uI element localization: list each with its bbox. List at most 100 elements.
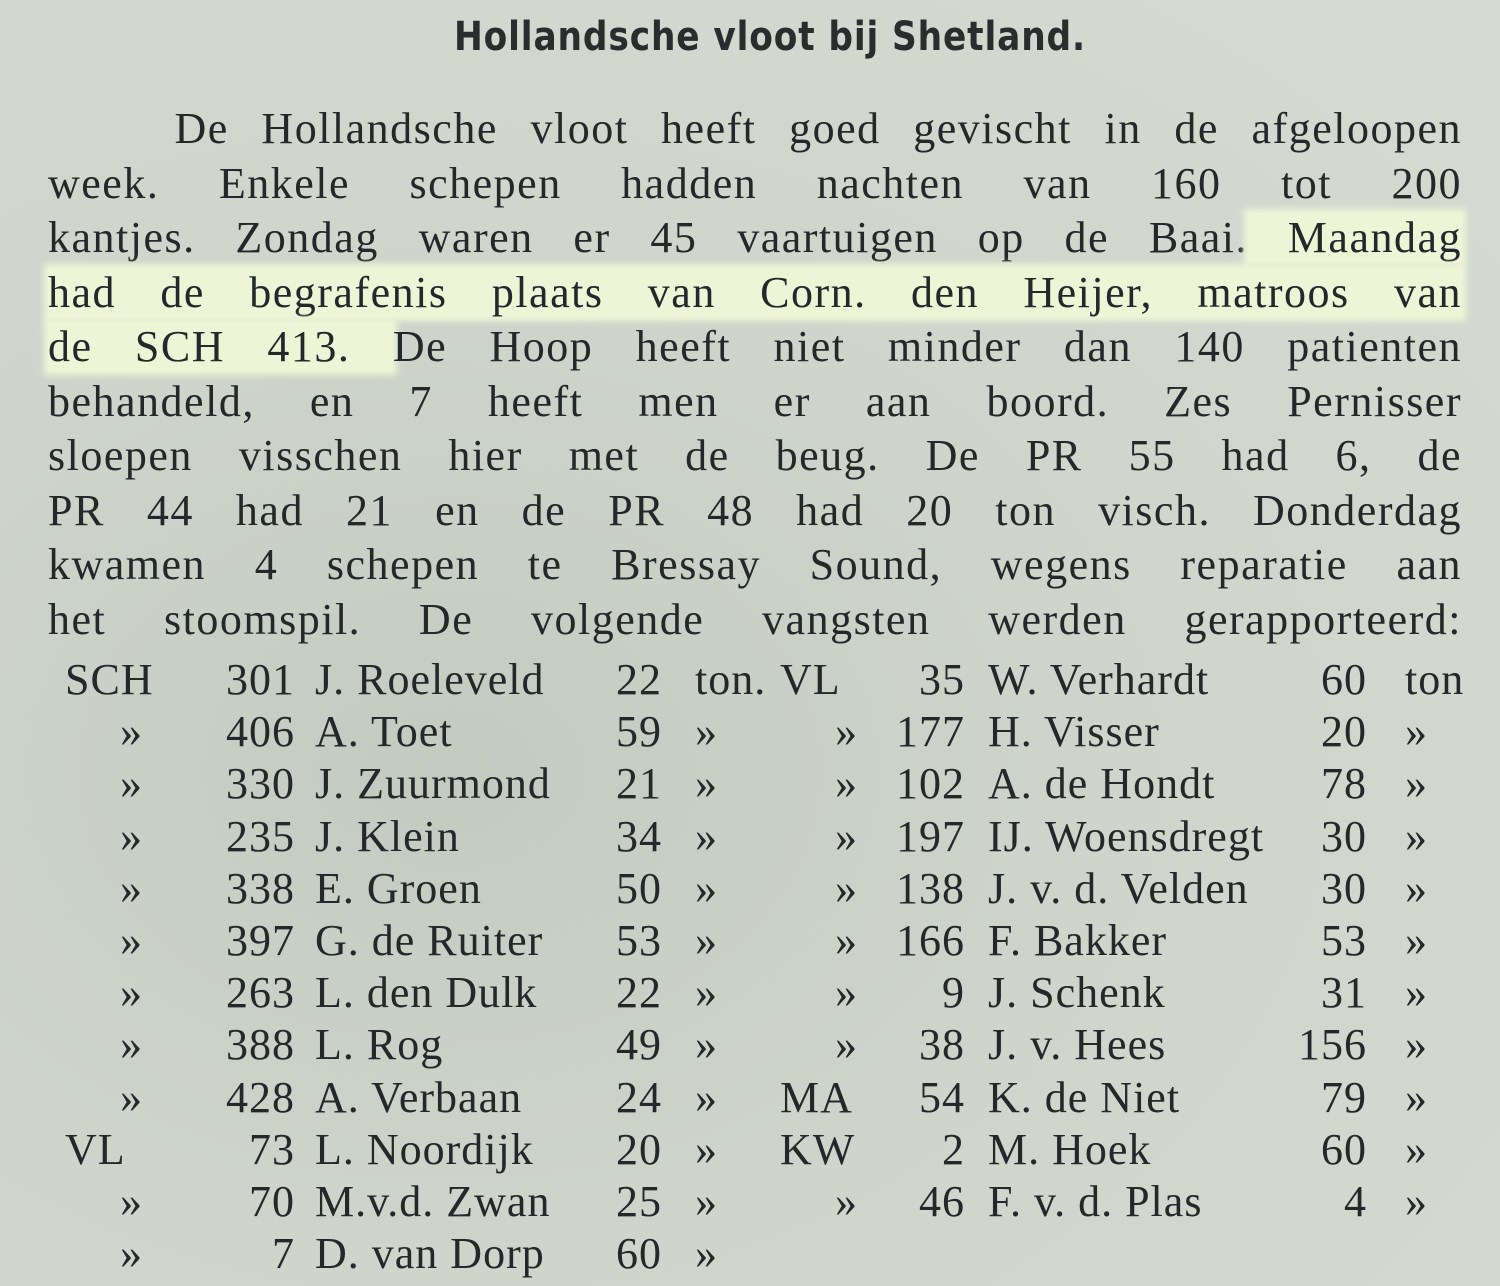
unit: » [695,1124,718,1174]
catch-tons: 60 [1321,1124,1367,1174]
unit: » [695,916,718,965]
catch-tons: 78 [1321,759,1367,809]
text-line: kwamen 4 schepen te Bressay Sound, wegen… [48,538,1462,592]
ship-prefix: » [120,1072,143,1122]
ship-prefix: » [835,916,858,965]
ship-number: 166 [896,916,965,965]
text-segment: het stoomspil. De volgende vangsten werd… [48,594,1462,644]
text-segment: De Hoop heeft niet minder dan 140 patien… [392,322,1462,371]
skipper-name: D. van Dorp [315,1229,545,1279]
catch-tons: 25 [616,1177,662,1226]
catch-tons: 53 [616,916,662,965]
unit: ton [1405,655,1465,704]
ship-prefix: » [120,811,143,861]
ship-number: 102 [896,759,965,809]
skipper-name: J. v. d. Velden [988,863,1249,913]
catch-tons: 24 [616,1072,662,1122]
catch-tons: 30 [1321,811,1367,861]
unit: » [695,1229,718,1279]
skipper-name: J. Roeleveld [315,655,545,704]
catch-tons: 22 [616,655,662,704]
skipper-name: E. Groen [315,863,482,913]
skipper-name: K. de Niet [988,1072,1181,1122]
ship-prefix: » [835,863,858,913]
ship-number: 46 [919,1177,965,1226]
text-line: het stoomspil. De volgende vangsten werd… [48,593,1462,647]
highlighted-text: Maandag [1247,213,1462,262]
catch-tons: 20 [1321,707,1367,757]
ship-number: 428 [226,1072,295,1122]
unit: » [1405,759,1428,809]
unit: » [695,1072,718,1122]
catch-tons: 60 [1321,655,1367,704]
text-line: kantjes. Zondag waren er 45 vaartuigen o… [48,211,1462,265]
ship-number: 235 [226,811,295,861]
ship-number: 177 [896,707,965,757]
ship-prefix: SCH [65,655,154,704]
catch-tons: 31 [1321,968,1367,1018]
ship-prefix: » [835,1020,858,1070]
ship-prefix: » [120,916,143,965]
skipper-name: M. Hoek [988,1124,1152,1174]
ship-number: 263 [226,968,295,1018]
ship-prefix: VL [65,1124,126,1174]
unit: » [695,707,718,757]
unit: » [1405,811,1428,861]
ship-prefix: » [120,759,143,809]
ship-prefix: » [120,863,143,913]
ship-number: 70 [249,1177,295,1226]
text-segment: week. Enkele schepen hadden nachten van … [48,158,1462,208]
catch-tons: 21 [616,759,662,809]
ship-number: 338 [226,863,295,913]
text-segment: sloepen visschen hier met de beug. De PR… [48,431,1462,480]
unit: » [695,863,718,913]
skipper-name: H. Visser [988,707,1160,757]
article-title: Hollandsche vloot bij Shetland. [454,14,1086,60]
text-line: behandeld, en 7 heeft men er aan boord. … [48,375,1462,429]
ship-prefix: » [835,759,858,809]
text-line: week. Enkele schepen hadden nachten van … [48,157,1462,211]
unit: » [1405,863,1428,913]
ship-number: 330 [226,759,295,809]
skipper-name: A. Toet [315,707,453,757]
ship-number: 197 [896,811,965,861]
ship-prefix: » [120,1020,143,1070]
unit: » [1405,968,1428,1018]
catch-tons: 49 [616,1020,662,1070]
catch-tons: 22 [616,968,662,1018]
unit: » [1405,1020,1428,1070]
catch-tons: 4 [1344,1177,1367,1226]
skipper-name: L. Rog [315,1020,444,1070]
text-line: De Hollandsche vloot heeft goed gevischt… [48,102,1462,156]
unit: » [695,811,718,861]
ship-number: 7 [272,1229,295,1279]
text-line: PR 44 had 21 en de PR 48 had 20 ton visc… [48,484,1462,538]
ship-number: 38 [919,1020,965,1070]
ship-prefix: » [835,811,858,861]
skipper-name: A. Verbaan [315,1072,523,1122]
ship-number: 9 [942,968,965,1018]
highlighted-text: de SCH 413. [48,322,393,371]
skipper-name: F. Bakker [988,916,1168,965]
ship-prefix: » [835,968,858,1018]
skipper-name: J. v. Hees [988,1020,1167,1070]
text-segment: behandeld, en 7 heeft men er aan boord. … [48,376,1462,426]
skipper-name: F. v. d. Plas [988,1177,1203,1226]
ship-number: 2 [942,1124,965,1174]
skipper-name: L. Noordijk [315,1124,534,1174]
unit: » [695,1177,718,1226]
catch-tons: 20 [616,1124,662,1174]
ship-prefix: VL [780,655,841,704]
unit: » [1405,1177,1428,1226]
catch-tons: 50 [616,863,662,913]
catch-tons: 59 [616,707,662,757]
ship-number: 138 [896,863,965,913]
skipper-name: J. Zuurmond [315,759,551,809]
ship-prefix: » [120,707,143,757]
unit: » [695,759,718,809]
ship-prefix: MA [780,1072,853,1122]
ship-prefix: » [835,1177,858,1226]
text-line: had de begrafenis plaats van Corn. den H… [48,266,1462,320]
catch-tons: 156 [1298,1020,1367,1070]
ship-number: 406 [226,707,295,757]
